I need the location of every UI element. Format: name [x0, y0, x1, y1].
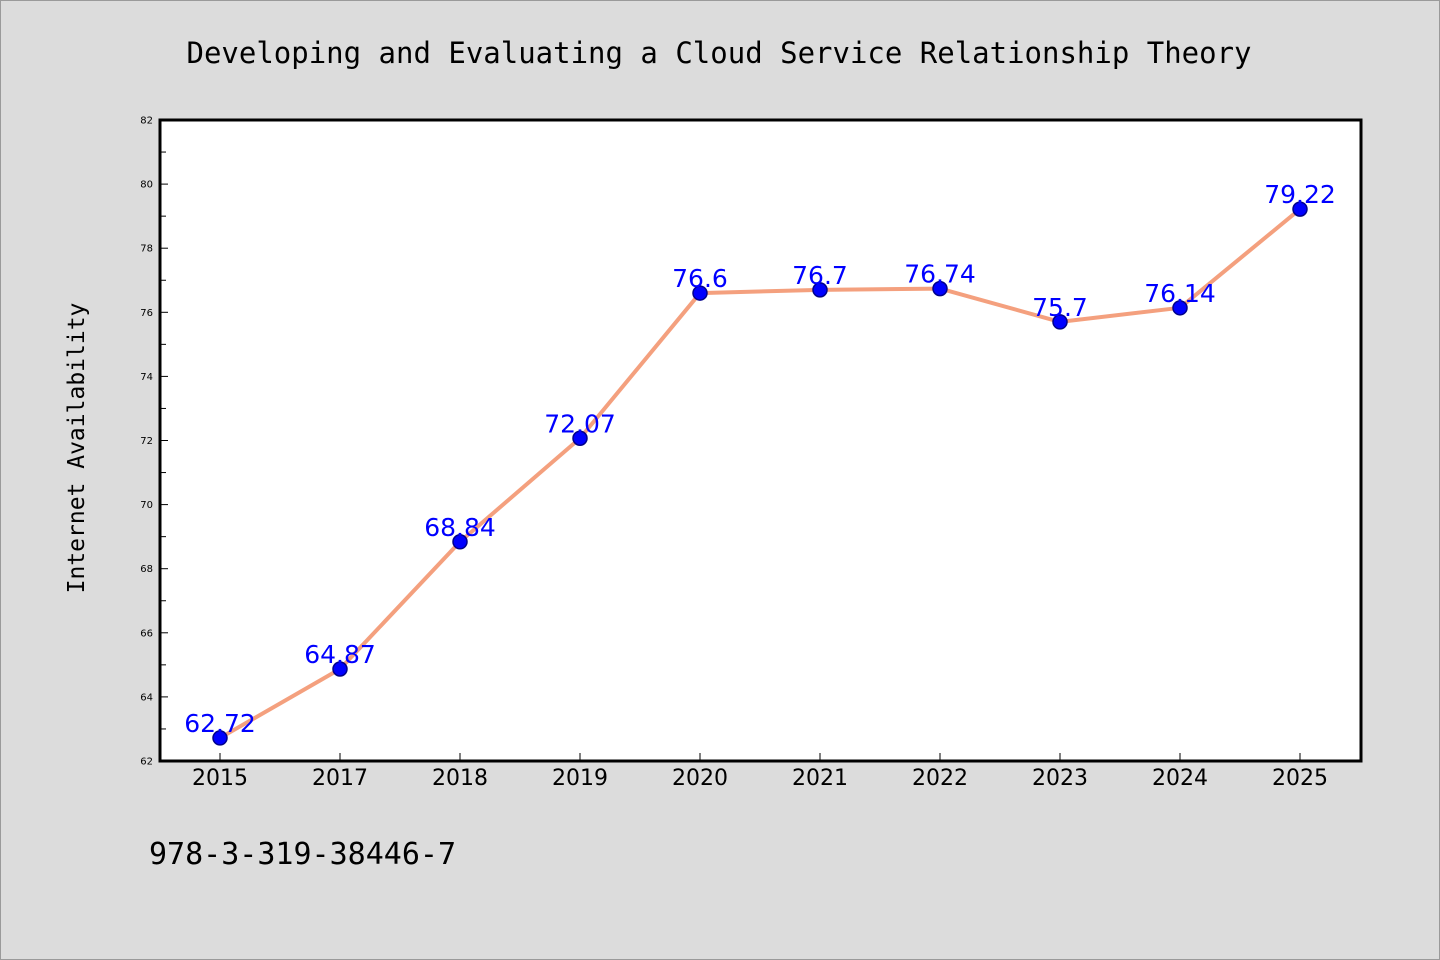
- data-label: 76.14: [1144, 279, 1216, 308]
- data-point: [1172, 300, 1188, 316]
- x-tick-label: 2015: [192, 766, 248, 791]
- y-tick-label: 66: [140, 628, 153, 639]
- data-label: 72.07: [544, 409, 616, 438]
- data-label: 76.7: [792, 261, 848, 290]
- data-point: [1292, 201, 1308, 217]
- data-label: 75.7: [1032, 293, 1088, 322]
- data-point: [812, 282, 828, 298]
- y-tick-label: 70: [140, 500, 153, 511]
- y-tick-label: 82: [140, 116, 153, 127]
- chart-title: Developing and Evaluating a Cloud Servic…: [186, 36, 1251, 70]
- x-tick-label: 2017: [312, 766, 368, 791]
- y-tick-label: 68: [140, 564, 153, 575]
- data-label: 76.74: [904, 260, 976, 289]
- x-tick-label: 2023: [1032, 766, 1088, 791]
- y-tick-label: 62: [140, 757, 153, 768]
- data-point: [452, 534, 468, 550]
- data-labels: 62.72 64.87 68.84 72.07 76.6 76.7 76.74 75.7 76.…: [184, 180, 1336, 738]
- y-tick-label: 78: [140, 244, 153, 255]
- data-point: [932, 280, 948, 297]
- y-tick-label: 80: [140, 180, 153, 191]
- data-point: [1052, 314, 1068, 330]
- x-tick-label: 2018: [432, 766, 488, 791]
- x-tick-label: 2021: [792, 766, 848, 791]
- data-point: [572, 430, 588, 447]
- data-label: 76.6: [672, 264, 728, 293]
- y-tick-label: 72: [140, 436, 153, 447]
- x-tick-label: 2022: [912, 766, 968, 791]
- x-tick-label: 2020: [672, 766, 728, 791]
- x-tick-label: 2024: [1152, 766, 1208, 791]
- y-tick-label: 76: [140, 308, 153, 319]
- data-label: 62.72: [184, 709, 256, 738]
- footer-isbn: 978-3-319-38446-7: [149, 837, 456, 872]
- y-tick-label: 64: [140, 692, 153, 703]
- y-axis: 62 64 66 68 70 72 74 76 78 80 82: [140, 116, 168, 768]
- data-point: [692, 285, 708, 301]
- data-label: 79.22: [1264, 180, 1336, 209]
- plot-area: [158, 118, 1363, 763]
- x-tick-label: 2025: [1272, 766, 1328, 791]
- x-axis: 2015 2017 2018 2019 2020 2021 2022 2023 2024 2025: [192, 753, 1328, 791]
- data-label: 68.84: [424, 513, 496, 542]
- series-group: [212, 201, 1308, 746]
- y-tick-label: 74: [140, 372, 153, 383]
- data-point: [332, 661, 348, 677]
- x-tick-label: 2019: [552, 766, 608, 791]
- data-label: 64.87: [304, 640, 376, 669]
- series-line: [219, 207, 1302, 740]
- data-point: [212, 730, 228, 746]
- y-axis-label: Internet Availability: [64, 303, 90, 594]
